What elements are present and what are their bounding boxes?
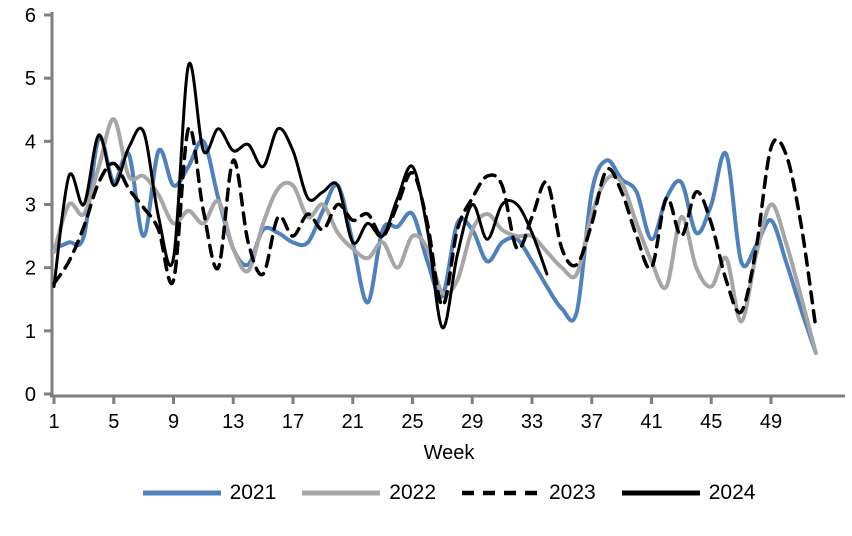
y-tick-label: 5: [25, 68, 36, 90]
series-line-2022: [52, 117, 818, 355]
y-tick-label: 6: [25, 5, 36, 27]
y-tick-label: 1: [25, 321, 36, 343]
legend-item-2024: 2024: [621, 481, 756, 505]
x-tick-label: 13: [222, 411, 244, 433]
x-tick-label: 21: [342, 411, 364, 433]
legend-item-2023: 2023: [462, 481, 596, 505]
x-tick-label: 5: [108, 411, 119, 433]
legend-label: 2023: [549, 481, 596, 504]
x-tick-label: 41: [640, 411, 662, 433]
y-tick-label: 4: [25, 131, 36, 153]
x-tick-label: 37: [581, 411, 603, 433]
legend-swatch-2024-icon: [621, 490, 700, 496]
x-axis-title: Week: [423, 442, 475, 464]
legend-swatch-2022-icon: [302, 490, 381, 496]
x-tick-label: 25: [401, 411, 423, 433]
legend-label: 2024: [708, 481, 756, 504]
x-tick-label: 49: [760, 411, 782, 433]
x-tick-label: 45: [700, 411, 722, 433]
x-tick-label: 17: [282, 411, 304, 433]
y-tick-label: 2: [25, 258, 36, 280]
legend-swatch-2023-icon: [462, 490, 540, 496]
series-line-2021: [52, 135, 818, 355]
legend-item-2022: 2022: [302, 481, 436, 505]
x-tick-label: 33: [521, 411, 543, 433]
y-tick-label: 3: [25, 195, 36, 217]
x-tick-label: 1: [48, 411, 59, 433]
legend-item-2021: 2021: [142, 481, 277, 505]
legend-swatch-2021-icon: [142, 490, 221, 496]
chart-legend: 2021 2022 2023 2024: [46, 481, 852, 505]
legend-label: 2021: [229, 481, 277, 504]
series-line-2024: [52, 61, 549, 330]
legend-label: 2022: [389, 481, 436, 504]
y-tick-label: 0: [25, 384, 36, 406]
x-tick-label: 9: [168, 411, 179, 433]
x-tick-label: 29: [461, 411, 483, 433]
